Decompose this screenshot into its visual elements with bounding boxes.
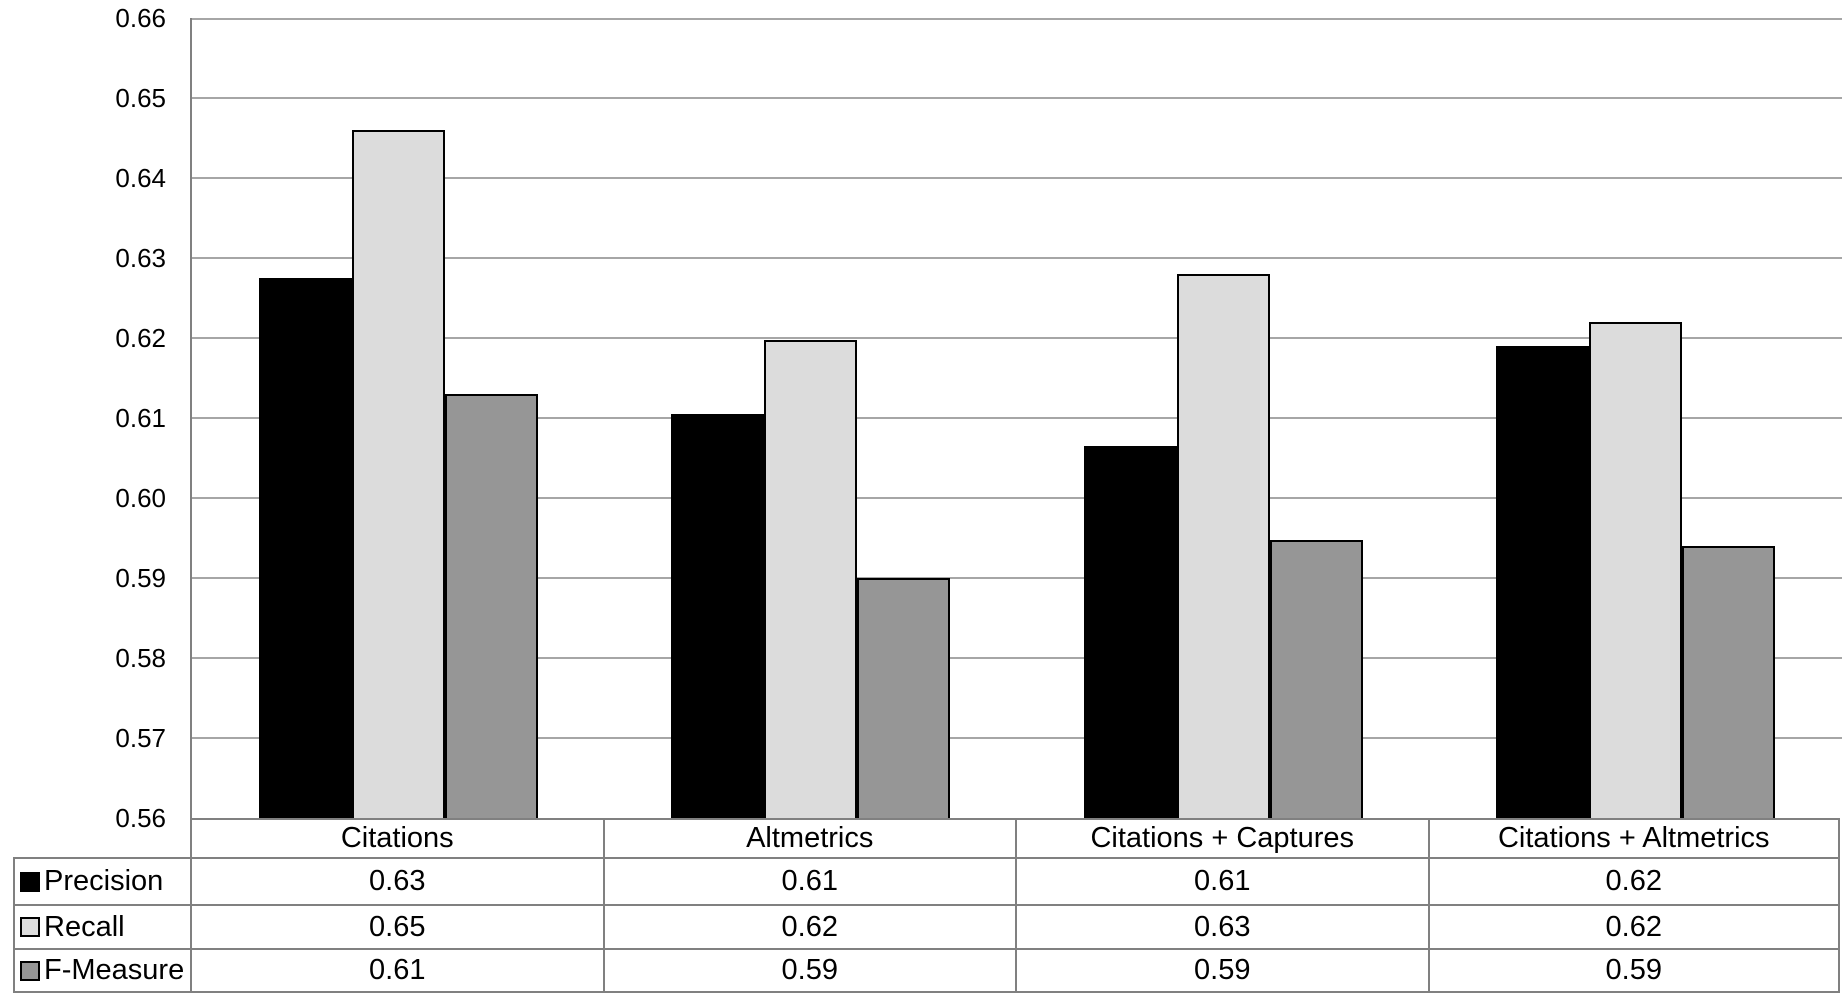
category-header-citations-captures: Citations + Captures	[1015, 818, 1428, 857]
bar-precision-citations-captures	[1083, 446, 1177, 818]
y-axis-tick-label: 0.62	[115, 323, 166, 353]
legend-item-precision: Precision	[13, 857, 190, 904]
value-cell-recall-citations: 0.65	[190, 904, 603, 948]
legend-item-f-measure: F-Measure	[13, 948, 190, 993]
value-cell-precision-citations-captures: 0.61	[1015, 857, 1428, 904]
gridline	[192, 417, 1842, 419]
legend-swatch-precision-icon	[20, 871, 40, 892]
bar-precision-altmetrics	[671, 414, 765, 818]
legend-item-recall: Recall	[13, 904, 190, 948]
gridline	[192, 737, 1842, 739]
bar-recall-citations-captures	[1176, 274, 1270, 818]
y-axis-tick-label: 0.66	[115, 3, 166, 33]
value-cell-f-measure-citations-captures: 0.59	[1015, 948, 1428, 993]
gridline	[192, 497, 1842, 499]
y-axis-tick-label: 0.59	[115, 563, 166, 593]
y-axis-tick-label: 0.65	[115, 83, 166, 113]
data-table: Citations Altmetrics Citations + Captures C…	[13, 818, 1840, 993]
y-axis-tick-label: 0.57	[115, 723, 166, 753]
y-axis-tick-label: 0.61	[115, 403, 166, 433]
category-header-citations: Citations	[190, 818, 603, 857]
legend-label-recall: Recall	[44, 910, 125, 943]
gridline	[192, 18, 1842, 20]
value-cell-recall-altmetrics: 0.62	[602, 904, 1015, 948]
gridline	[192, 177, 1842, 179]
gridline	[192, 577, 1842, 579]
y-axis-tick-label: 0.56	[115, 803, 166, 833]
category-header-citations-altmetrics: Citations + Altmetrics	[1427, 818, 1840, 857]
y-axis-tick-label: 0.64	[115, 163, 166, 193]
bar-f-measure-citations	[444, 394, 538, 818]
legend-label-precision: Precision	[44, 865, 164, 897]
y-axis-tick-label: 0.58	[115, 643, 166, 673]
y-axis-tick-label: 0.60	[115, 483, 166, 513]
value-cell-f-measure-citations-altmetrics: 0.59	[1427, 948, 1840, 993]
bar-precision-citations-altmetrics	[1496, 346, 1590, 818]
plot-area	[190, 18, 1842, 818]
category-header-altmetrics: Altmetrics	[602, 818, 1015, 857]
gridline	[192, 257, 1842, 259]
value-cell-recall-citations-altmetrics: 0.62	[1427, 904, 1840, 948]
bar-recall-altmetrics	[764, 340, 858, 818]
value-cell-f-measure-citations: 0.61	[190, 948, 603, 993]
legend-label-f-measure: F-Measure	[44, 954, 185, 986]
gridline	[192, 337, 1842, 339]
y-axis-tick-label: 0.63	[115, 243, 166, 273]
bar-f-measure-citations-captures	[1269, 540, 1363, 818]
gridline	[192, 657, 1842, 659]
value-cell-precision-citations-altmetrics: 0.62	[1427, 857, 1840, 904]
bar-f-measure-citations-altmetrics	[1682, 546, 1776, 818]
bar-recall-citations-altmetrics	[1589, 322, 1683, 818]
gridline	[192, 97, 1842, 99]
bar-recall-citations	[351, 130, 445, 818]
value-cell-recall-citations-captures: 0.63	[1015, 904, 1428, 948]
bar-f-measure-altmetrics	[857, 578, 951, 818]
bar-precision-citations	[258, 278, 352, 818]
value-cell-precision-citations: 0.63	[190, 857, 603, 904]
value-cell-f-measure-altmetrics: 0.59	[602, 948, 1015, 993]
legend-swatch-recall-icon	[20, 917, 40, 937]
value-cell-precision-altmetrics: 0.61	[602, 857, 1015, 904]
legend-swatch-f-measure-icon	[20, 960, 40, 981]
